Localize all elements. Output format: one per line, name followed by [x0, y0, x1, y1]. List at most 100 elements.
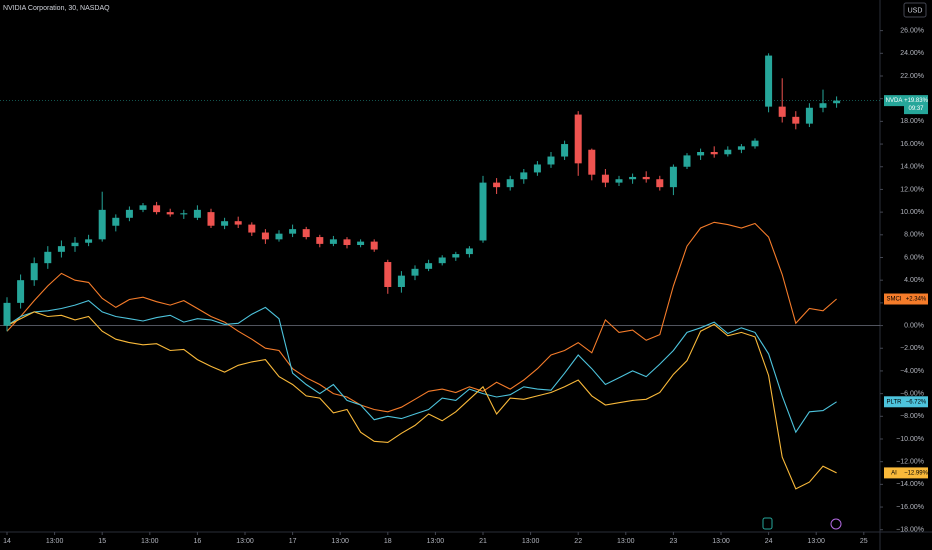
candles	[3, 53, 841, 332]
compare-line	[6, 221, 837, 413]
y-tick-label: 8.00%	[904, 232, 924, 239]
candle-body	[17, 280, 25, 303]
candle-body	[819, 103, 827, 108]
candle-body	[411, 268, 419, 276]
y-tick-label: 12.00%	[900, 186, 924, 193]
candle-body	[683, 155, 691, 167]
price-badge-name-text: NVDA	[886, 98, 903, 104]
candle-body	[465, 248, 473, 255]
candle-body	[275, 233, 283, 240]
x-tick-label: 13:00	[236, 538, 254, 545]
y-tick-label: −4.00%	[900, 368, 924, 375]
series-badge-name	[884, 293, 904, 305]
x-tick-label: 13:00	[331, 538, 349, 545]
candle-body	[316, 237, 324, 244]
candle-body	[792, 116, 800, 124]
x-tick-label: 13:00	[712, 538, 730, 545]
y-tick-label: −12.00%	[896, 459, 924, 466]
candle-body	[125, 209, 133, 218]
price-badge-value: +19.83%	[904, 98, 929, 104]
x-tick-label: 13:00	[807, 538, 825, 545]
x-tick-label: 22	[574, 538, 582, 545]
series-badge-value: +2.34%	[906, 297, 927, 303]
x-tick-label: 24	[765, 538, 773, 545]
candle-body	[30, 263, 38, 281]
candle-body	[697, 152, 705, 156]
x-tick-label: 15	[98, 538, 106, 545]
candle-body	[642, 176, 650, 180]
y-tick-label: 14.00%	[900, 164, 924, 171]
y-tick-label: 10.00%	[900, 209, 924, 216]
event-icon[interactable]	[762, 517, 842, 530]
candle-body	[57, 246, 65, 252]
x-tick-label: 13:00	[427, 538, 445, 545]
candle-body	[506, 179, 514, 188]
candle-body	[615, 179, 623, 183]
candle-body	[370, 241, 378, 250]
candle-body	[166, 212, 174, 215]
series-badge-name-text: AI	[891, 470, 897, 476]
candle-body	[261, 232, 269, 240]
y-tick-label: 18.00%	[900, 118, 924, 125]
earnings-icon[interactable]	[762, 517, 773, 530]
candle-body	[588, 149, 596, 175]
y-tick-label: −10.00%	[896, 436, 924, 443]
candle-body	[452, 254, 460, 258]
candle-body	[44, 251, 52, 264]
x-tick-label: 18	[384, 538, 392, 545]
candle-body	[384, 262, 392, 287]
candle-body	[751, 140, 759, 147]
currency-button[interactable]	[903, 2, 927, 18]
compare-line	[6, 311, 837, 490]
candle-body	[357, 241, 365, 246]
candle-body	[574, 114, 582, 164]
candle-body	[221, 221, 229, 226]
x-tick-label: 13:00	[617, 538, 635, 545]
x-tick-label: 23	[670, 538, 678, 545]
y-tick-label: 26.00%	[900, 27, 924, 34]
candle-body	[193, 209, 201, 218]
candle-body	[669, 166, 677, 188]
x-tick-label: 14	[3, 538, 11, 545]
candle-body	[234, 221, 242, 225]
x-tick-label: 25	[860, 538, 868, 545]
x-tick-label: 13:00	[141, 538, 159, 545]
candle-body	[765, 55, 773, 107]
candle-body	[343, 239, 351, 246]
candle-body	[302, 229, 310, 238]
candle-body	[493, 182, 501, 188]
x-tick-label: 13:00	[522, 538, 540, 545]
y-tick-label: −8.00%	[900, 413, 924, 420]
candle-body	[479, 182, 487, 241]
candle-body	[139, 205, 147, 210]
candle-body	[737, 146, 745, 150]
candle-body	[710, 152, 718, 155]
candle-body	[629, 176, 637, 180]
series-badge	[904, 396, 928, 408]
series-badge	[904, 467, 928, 479]
x-tick-label: 17	[289, 538, 297, 545]
flash-icon[interactable]	[830, 518, 842, 530]
series-badge-name-text: SMCI	[887, 297, 902, 303]
candle-body	[207, 212, 215, 226]
x-tick-label: 13:00	[46, 538, 64, 545]
candle-body	[533, 164, 541, 173]
candle-body	[112, 217, 120, 226]
candle-body	[248, 224, 256, 233]
candle-body	[520, 172, 528, 180]
y-tick-label: −14.00%	[896, 481, 924, 488]
series-badge	[904, 293, 928, 305]
series-badge-value: −6.72%	[906, 399, 927, 405]
series-badge-name	[884, 467, 904, 479]
candle-body	[71, 242, 79, 247]
y-tick-label: 4.00%	[904, 277, 924, 284]
currency-label[interactable]: USD	[908, 7, 923, 14]
y-tick-label: −18.00%	[896, 527, 924, 534]
y-tick-label: 22.00%	[900, 73, 924, 80]
candle-body	[724, 149, 732, 155]
candle-body	[601, 174, 609, 183]
candle-body	[329, 239, 337, 244]
compare-line	[6, 299, 837, 434]
candle-body	[547, 156, 555, 165]
